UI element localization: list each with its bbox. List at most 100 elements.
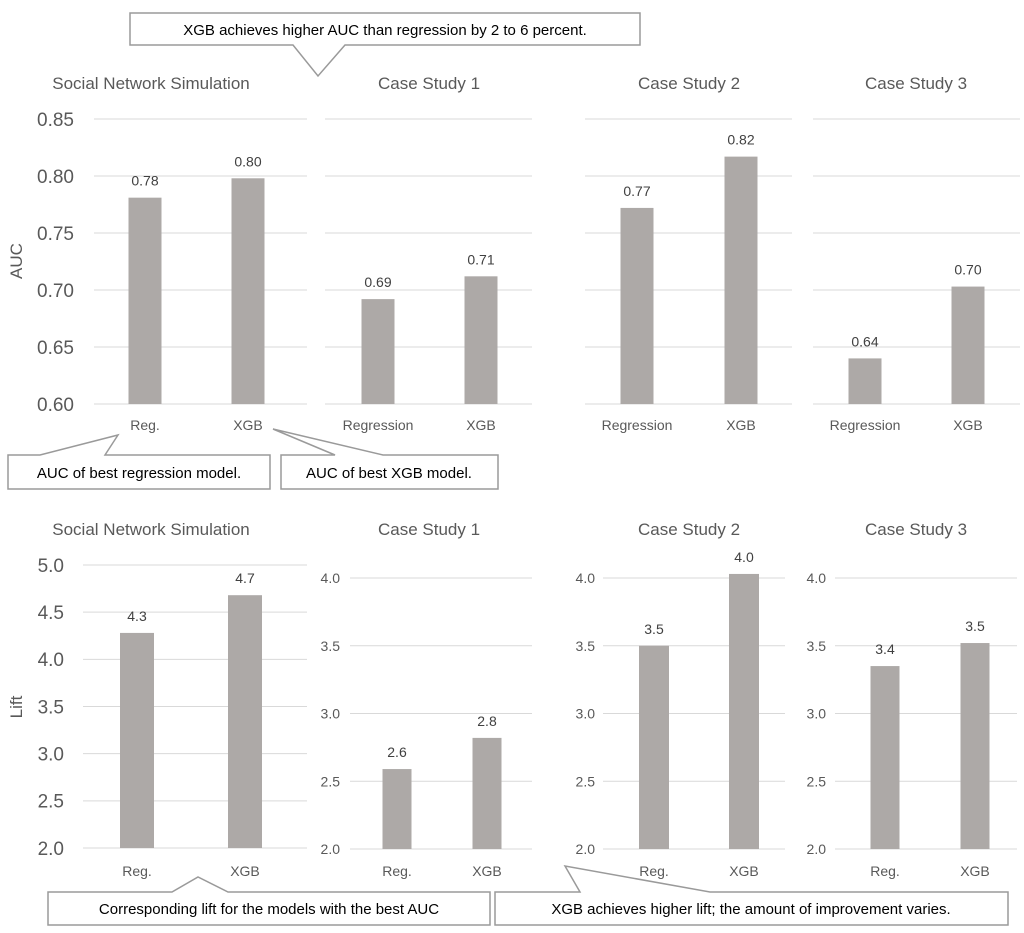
data-label: 0.77	[623, 183, 650, 199]
bar-xgb	[231, 178, 265, 404]
category-label: XGB	[466, 417, 496, 433]
callout-best-regression-box	[7, 433, 271, 490]
bar-reg	[382, 769, 412, 849]
category-label: XGB	[953, 417, 983, 433]
callout-corresponding-lift-text: Corresponding lift for the models with t…	[99, 901, 439, 918]
chart-lift-case-study-2: 2.0 2.5 3.0 3.5 4.0 Case Study 2 3.5 Reg. 4.0 XGB	[576, 520, 785, 879]
chart-title: Case Study 1	[378, 520, 480, 539]
callout-higher-lift-text: XGB achieves higher lift; the amount of …	[551, 901, 950, 918]
bar-xgb	[729, 573, 759, 849]
y-tick-label: 3.5	[807, 638, 827, 654]
chart-lift-case-study-1: 2.0 2.5 3.0 3.5 4.0 Case Study 1 2.6 Reg. 2.8 XGB	[321, 520, 532, 879]
y-tick-label: 0.60	[37, 395, 74, 416]
category-label: Regression	[830, 417, 901, 433]
chart-lift-case-study-3: 2.0 2.5 3.0 3.5 4.0 Case Study 3 3.4 Reg. 3.5 XGB	[807, 520, 1017, 879]
bar-xgb	[464, 276, 498, 404]
y-tick-label: 2.5	[321, 773, 341, 789]
bar-reg	[639, 645, 669, 849]
chart-auc-case-study-3: Case Study 3 0.64 Regression 0.70 XGB	[813, 74, 1020, 433]
bar-regression	[361, 299, 395, 404]
data-label: 2.6	[387, 744, 407, 760]
y-tick-label: 2.5	[576, 773, 596, 789]
data-label: 0.64	[851, 333, 878, 349]
y-tick-label: 3.5	[576, 638, 596, 654]
bar-xgb	[472, 737, 502, 849]
callout-corresponding-lift: Corresponding lift for the models with t…	[47, 876, 491, 926]
y-tick-label: 4.0	[321, 570, 341, 586]
data-label: 4.3	[127, 608, 147, 624]
y-tick-label: 4.0	[576, 570, 596, 586]
chart-lift-social: 2.0 2.5 3.0 3.5 4.0 4.5 5.0 Lift Social Network …	[7, 520, 307, 879]
y-tick-label: 3.0	[807, 706, 827, 722]
category-label: XGB	[233, 417, 263, 433]
data-label: 4.0	[734, 549, 754, 565]
y-tick-label: 3.5	[38, 697, 64, 718]
chart-auc-case-study-1: Case Study 1 0.69 Regression 0.71 XGB	[325, 74, 532, 433]
callout-higher-lift-box	[494, 864, 1009, 926]
y-tick-label: 0.85	[37, 110, 74, 131]
y-tick-label: 3.0	[38, 745, 64, 766]
category-label: XGB	[960, 863, 990, 879]
data-label: 4.7	[235, 570, 255, 586]
bar-xgb	[228, 595, 262, 848]
callout-best-regression: AUC of best regression model.	[7, 433, 271, 490]
category-label: Regression	[602, 417, 673, 433]
y-tick-label: 2.0	[807, 841, 827, 857]
y-tick-label: 2.0	[321, 841, 341, 857]
data-label: 0.70	[954, 262, 981, 278]
category-label: XGB	[472, 863, 502, 879]
data-label: 0.78	[131, 173, 158, 189]
bar-xgb	[724, 156, 758, 404]
y-tick-label: 2.5	[807, 773, 827, 789]
y-tick-label: 2.0	[576, 841, 596, 857]
y-tick-label: 4.0	[807, 570, 827, 586]
bar-reg	[120, 632, 154, 848]
category-label: XGB	[230, 863, 260, 879]
y-tick-label: 0.80	[37, 167, 74, 188]
callout-top: XGB achieves higher AUC than regression …	[129, 12, 641, 78]
data-label: 0.71	[467, 251, 494, 267]
category-label: Reg.	[130, 417, 160, 433]
bar-reg	[128, 197, 162, 404]
chart-auc-social: 0.60 0.65 0.70 0.75 0.80 0.85 AUC Social Networ…	[7, 74, 307, 433]
data-label: 3.5	[644, 621, 664, 637]
callout-best-xgb-box	[272, 428, 499, 490]
bar-xgb	[960, 643, 990, 849]
data-label: 3.4	[875, 641, 895, 657]
y-tick-label: 4.0	[38, 650, 64, 671]
callout-corresponding-lift-box	[47, 876, 491, 926]
bar-reg	[870, 666, 900, 849]
data-label: 0.80	[234, 153, 261, 169]
chart-title: Case Study 3	[865, 520, 967, 539]
y-tick-label: 4.5	[38, 603, 64, 624]
y-tick-label: 3.0	[576, 706, 596, 722]
bar-regression	[620, 207, 654, 404]
category-label: Regression	[343, 417, 414, 433]
callout-best-regression-text: AUC of best regression model.	[37, 465, 241, 482]
y-tick-label: 3.0	[321, 706, 341, 722]
y-tick-label: 0.65	[37, 338, 74, 359]
callout-higher-lift: XGB achieves higher lift; the amount of …	[494, 864, 1009, 926]
callout-top-box	[129, 12, 641, 78]
data-label: 3.5	[965, 618, 985, 634]
callout-best-xgb-text: AUC of best XGB model.	[306, 465, 472, 482]
y-axis-label: AUC	[7, 243, 26, 279]
data-label: 0.82	[727, 132, 754, 148]
category-label: Reg.	[639, 863, 669, 879]
chart-title: Case Study 2	[638, 520, 740, 539]
category-label: Reg.	[870, 863, 900, 879]
chart-title: Social Network Simulation	[52, 520, 249, 539]
chart-title: Case Study 2	[638, 74, 740, 93]
y-tick-label: 3.5	[321, 638, 341, 654]
y-tick-label: 5.0	[38, 556, 64, 577]
callout-best-xgb: AUC of best XGB model.	[272, 428, 499, 490]
chart-title: Social Network Simulation	[52, 74, 249, 93]
chart-title: Case Study 1	[378, 74, 480, 93]
category-label: Reg.	[122, 863, 152, 879]
chart-auc-case-study-2: Case Study 2 0.77 Regression 0.82 XGB	[585, 74, 792, 433]
category-label: XGB	[726, 417, 756, 433]
bar-regression	[848, 358, 882, 404]
y-tick-label: 0.70	[37, 281, 74, 302]
callout-top-text: XGB achieves higher AUC than regression …	[183, 22, 587, 39]
